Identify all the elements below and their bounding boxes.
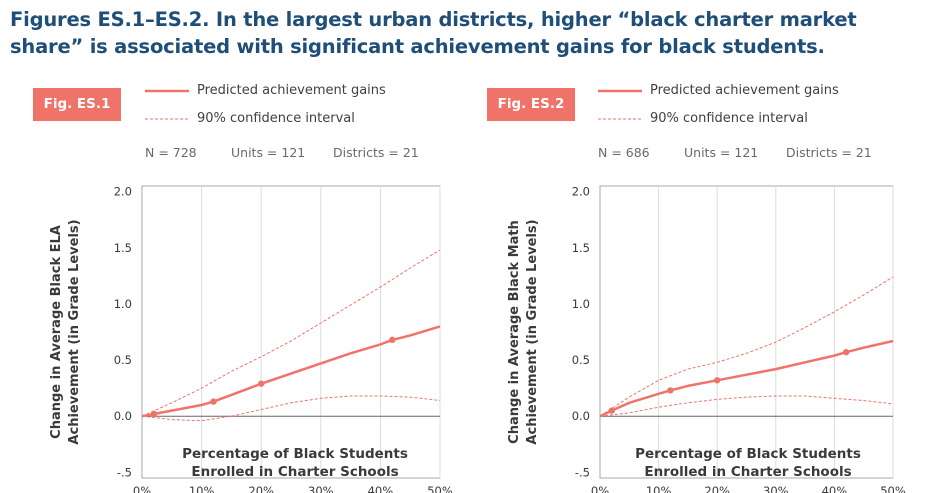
legend-dashed-line-swatch [145,118,189,120]
y-tick-label: 0.0 [114,409,132,423]
data-point [210,398,217,405]
x-axis-label: Percentage of Black Students Enrolled in… [603,445,893,481]
figure-panel-es2: Fig. ES.2 Predicted achievement gains 90… [458,78,920,493]
y-axis-label-line: Change in Average Black Math [507,220,522,444]
stat-districts: Districts = 21 [333,145,419,160]
y-tick-label: -.5 [117,465,132,479]
confidence-interval-line [141,249,441,417]
x-tick-label: 0% [133,484,151,493]
x-axis-label: Percentage of Black Students Enrolled in… [150,445,440,481]
y-tick-label: 1.0 [114,297,132,311]
data-point [714,377,721,384]
x-tick-label: 50% [427,484,453,493]
data-point [667,387,674,394]
x-tick-label: 10% [189,484,215,493]
figure-label-badge: Fig. ES.2 [487,88,575,121]
plot-frame [141,185,441,479]
y-axis-label-line: Achievement (in Grade Levels) [525,219,540,444]
stat-n: N = 686 [598,145,650,160]
x-tick-label: 10% [646,484,672,493]
stat-districts: Districts = 21 [786,145,872,160]
data-point [842,349,850,356]
chart-plot: 2.0 1.5 1.0 0.5 0.0 -.50% 10% 20% 30% 40% 50% Chang… [49,185,453,493]
data-point [608,407,615,414]
page-title: Figures ES.1–ES.2. In the largest urban … [10,8,857,58]
y-axis-label-line: Achievement (in Grade Levels) [67,219,82,444]
chart-plot: 2.0 1.5 1.0 0.5 0.0 -.50% 10% 20% 30% 40% 50% Chang… [507,185,906,493]
legend-label: 90% confidence interval [650,111,808,126]
y-tick-label: 1.0 [572,297,590,311]
y-tick-label: 2.0 [114,185,132,199]
confidence-interval-line [141,395,441,422]
legend-label: Predicted achievement gains [650,83,839,98]
confidence-interval-line [599,395,894,417]
x-tick-label: 30% [763,484,789,493]
y-tick-label: 0.5 [114,353,132,367]
y-tick-label: -.5 [575,465,590,479]
x-axis-label-line: Percentage of Black Students [182,446,408,462]
x-tick-label: 40% [368,484,394,493]
y-tick-label: 2.0 [572,185,590,199]
figure-label-badge: Fig. ES.1 [33,88,121,121]
stat-n: N = 728 [145,145,197,160]
legend-label: 90% confidence interval [197,111,355,126]
x-tick-label: 40% [822,484,848,493]
data-point [150,410,158,418]
confidence-interval-line [599,276,894,417]
x-axis-label-line: Percentage of Black Students [635,446,861,462]
x-axis-label-line: Enrolled in Charter Schools [644,464,852,480]
legend-solid-line-swatch [598,89,642,93]
data-point [389,336,396,344]
y-tick-label: 1.5 [572,241,590,255]
legend-solid-line-swatch [145,89,189,93]
y-tick-label: 0.0 [572,409,590,423]
stat-units: Units = 121 [231,145,306,160]
x-tick-label: 0% [591,484,609,493]
x-tick-label: 50% [880,484,906,493]
data-point [258,380,265,387]
x-axis-label-line: Enrolled in Charter Schools [191,464,399,480]
x-tick-label: 30% [308,484,334,493]
x-tick-label: 20% [248,484,274,493]
y-axis-label-line: Change in Average Black ELA [49,225,64,439]
y-tick-label: 1.5 [114,241,132,255]
legend-label: Predicted achievement gains [197,83,386,98]
legend-dashed-line-swatch [598,118,642,120]
plot-frame [599,185,894,479]
y-tick-label: 0.5 [572,353,590,367]
stat-units: Units = 121 [684,145,759,160]
figure-panel-es1: Fig. ES.1 Predicted achievement gains 90… [0,78,462,493]
x-tick-label: 20% [704,484,730,493]
